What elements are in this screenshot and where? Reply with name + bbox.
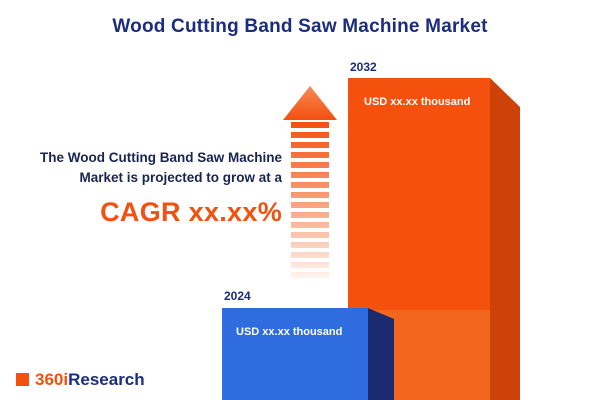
logo-text: 360iResearch [35,371,145,388]
bar-2024-year-label: 2024 [224,289,251,303]
bar-2024-side-face [368,308,394,400]
market-description-block: The Wood Cutting Band Saw Machine Market… [40,148,282,228]
bar-2024-value-label: USD xx.xx thousand [236,326,343,338]
logo-suffix: Research [68,370,145,389]
growth-arrow-shaft-icon [291,122,329,280]
bar-2032-year-label: 2032 [350,60,377,74]
market-description: The Wood Cutting Band Saw Machine Market… [40,150,282,185]
page-title: Wood Cutting Band Saw Machine Market [112,16,488,37]
logo-prefix: 360i [35,370,69,389]
bar-2032-value-label: USD xx.xx thousand [364,96,471,108]
bar-2024 [222,308,368,400]
bar-2032-side-face [490,78,520,400]
brand-logo: 360iResearch [16,371,145,388]
growth-arrow-head-icon [283,86,337,120]
cagr-value: CAGR xx.xx% [100,197,282,228]
logo-square-icon [16,373,29,386]
